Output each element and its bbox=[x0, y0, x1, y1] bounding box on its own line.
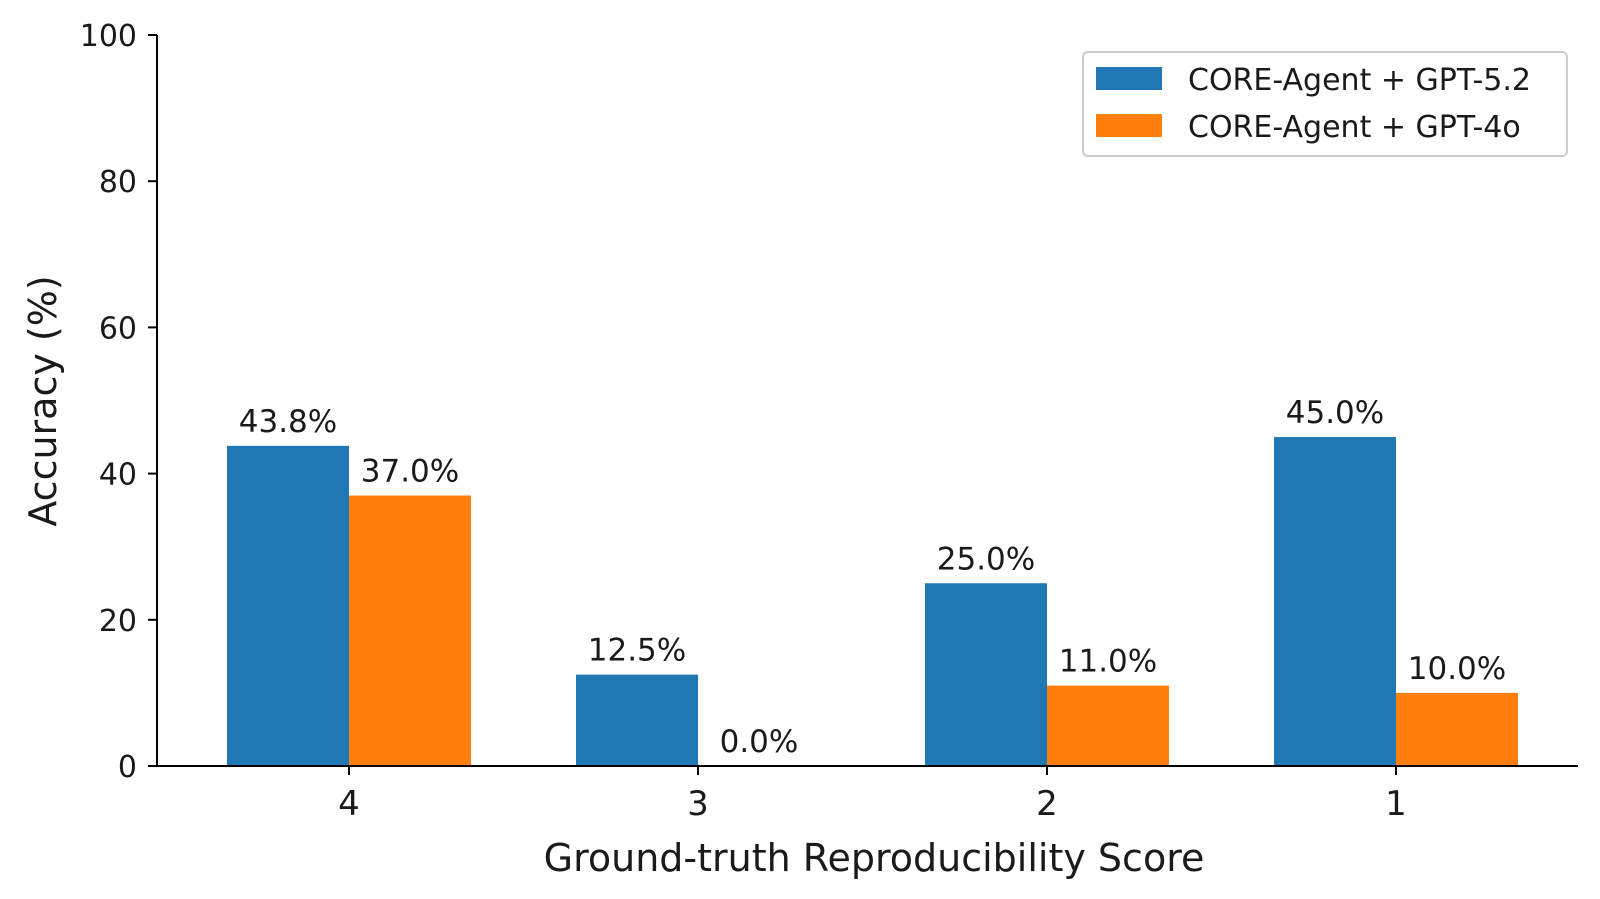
legend-label-gpt-4o: CORE-Agent + GPT-4o bbox=[1188, 110, 1521, 145]
bar-value-label: 43.8% bbox=[239, 404, 337, 440]
bar-s0-cat-2 bbox=[925, 583, 1047, 766]
x-tick-label: 2 bbox=[1036, 784, 1058, 824]
bar-s0-cat-4 bbox=[227, 446, 349, 766]
bar-value-label: 45.0% bbox=[1286, 395, 1384, 431]
bar-s1-cat-2 bbox=[1047, 686, 1169, 766]
y-tick-label: 0 bbox=[118, 750, 137, 785]
legend-swatch-gpt-5-2 bbox=[1096, 67, 1162, 90]
y-tick-label: 40 bbox=[99, 458, 137, 493]
bar-s0-cat-3 bbox=[576, 675, 698, 766]
y-tick-label: 20 bbox=[99, 604, 137, 639]
y-tick-label: 80 bbox=[99, 165, 137, 200]
y-ticks: 0 20 40 60 80 100 bbox=[80, 19, 157, 785]
bar-s1-cat-4 bbox=[349, 496, 471, 766]
x-tick-label: 4 bbox=[338, 784, 360, 824]
y-tick-label: 100 bbox=[80, 19, 137, 54]
y-axis-title: Accuracy (%) bbox=[21, 275, 65, 526]
bar-value-label: 37.0% bbox=[361, 454, 459, 490]
y-tick-label: 60 bbox=[99, 311, 137, 346]
x-tick-label: 3 bbox=[687, 784, 709, 824]
bar-value-label: 25.0% bbox=[937, 541, 1035, 577]
bar-value-label: 0.0% bbox=[720, 724, 799, 760]
legend-label-gpt-5-2: CORE-Agent + GPT-5.2 bbox=[1188, 63, 1531, 98]
bar-value-label: 11.0% bbox=[1059, 644, 1157, 680]
legend: CORE-Agent + GPT-5.2 CORE-Agent + GPT-4o bbox=[1083, 52, 1567, 156]
legend-swatch-gpt-4o bbox=[1096, 114, 1162, 137]
bar-chart: 0 20 40 60 80 100 4 3 2 1 43.8% 12.5% 25.0% 45.0% 37… bbox=[0, 0, 1600, 899]
x-axis-title: Ground-truth Reproducibility Score bbox=[544, 836, 1205, 880]
bar-s0-cat-1 bbox=[1274, 437, 1396, 766]
x-tick-label: 1 bbox=[1385, 784, 1407, 824]
bar-value-label: 10.0% bbox=[1408, 651, 1506, 687]
bar-s1-cat-1 bbox=[1396, 693, 1518, 766]
x-ticks: 4 3 2 1 bbox=[338, 766, 1407, 824]
bar-value-label: 12.5% bbox=[588, 633, 686, 669]
